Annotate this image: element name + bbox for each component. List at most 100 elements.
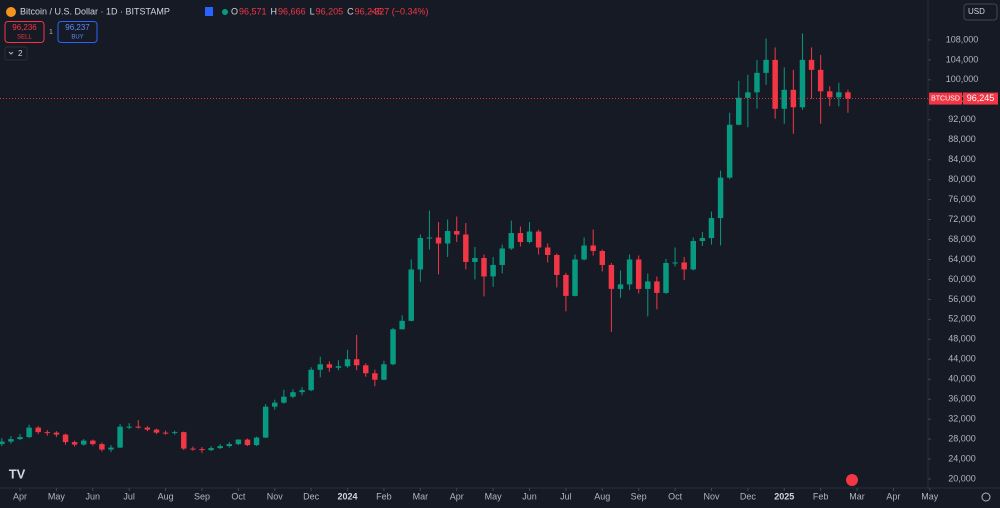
candle-body	[308, 369, 314, 391]
candle-body	[335, 366, 342, 368]
candle-body	[635, 259, 642, 289]
quantity[interactable]: 1	[49, 29, 53, 36]
candle-body	[226, 444, 232, 447]
candle-body	[326, 364, 333, 368]
sell-price: 96,236	[12, 23, 37, 32]
y-tick-label: 36,000	[948, 394, 976, 404]
last-price-label: 96,245	[967, 93, 995, 103]
y-tick-label: 32,000	[948, 414, 976, 424]
candle-body	[417, 238, 424, 270]
y-tick-label: 40,000	[948, 374, 976, 384]
candle-body	[199, 449, 205, 451]
candle-body	[626, 259, 633, 285]
ohlc-key: C	[347, 6, 354, 16]
candle-body	[126, 426, 132, 428]
candle-body	[508, 233, 515, 249]
x-tick-label: Mar	[849, 491, 865, 501]
x-tick-label: 2024	[338, 491, 358, 501]
sell-button[interactable]	[4, 21, 45, 43]
symbol-label: BTCUSD	[931, 95, 960, 102]
candle-body	[62, 434, 69, 443]
x-tick-label: May	[921, 491, 939, 501]
candle-body	[208, 448, 214, 451]
candle-body	[599, 250, 606, 265]
btc-icon	[6, 7, 16, 17]
ohlc-value: 96,245	[355, 6, 383, 16]
candle-body	[372, 373, 378, 380]
candle-body	[544, 247, 551, 255]
candle-body	[272, 402, 278, 407]
ohlc-value: 96,666	[278, 6, 306, 16]
last-price-bg	[963, 92, 998, 105]
ohlc-value: 96,205	[316, 6, 344, 16]
candle-body	[99, 444, 105, 450]
market-status	[222, 9, 228, 15]
candle-body	[490, 264, 496, 277]
candle-body	[463, 234, 469, 262]
chevron-icon	[8, 51, 14, 55]
symbol-label-bg	[929, 92, 962, 105]
candle-body	[35, 427, 41, 433]
candle-body	[535, 231, 542, 248]
candle-body	[781, 89, 787, 109]
candle-body	[162, 432, 169, 434]
candle-body	[672, 262, 678, 264]
event-marker[interactable]	[846, 474, 858, 486]
x-tick-label: Oct	[668, 491, 683, 501]
y-tick-label: 44,000	[948, 354, 976, 364]
candle-body	[53, 432, 60, 435]
candle-body	[71, 442, 78, 445]
y-tick-label: 48,000	[948, 334, 976, 344]
candle-body	[153, 429, 160, 433]
x-tick-label: Nov	[267, 491, 284, 501]
tv-logo[interactable]: TV	[9, 466, 26, 481]
candle-body	[135, 426, 142, 428]
candle-body	[390, 329, 396, 365]
candle-body	[317, 364, 323, 370]
indicators-toggle[interactable]	[4, 46, 28, 61]
candle-body	[190, 448, 196, 450]
candle-body	[699, 238, 706, 242]
symbol-title[interactable]: Bitcoin / U.S. Dollar · 1D · BITSTAMP	[20, 6, 170, 16]
buy-price: 96,237	[65, 23, 90, 32]
ohlc-key: O	[231, 6, 238, 16]
flag-icon[interactable]	[205, 7, 213, 16]
plot-area	[0, 33, 928, 454]
candle-body	[426, 237, 433, 239]
candle-body	[845, 92, 851, 99]
y-tick-label: 72,000	[948, 214, 976, 224]
candle-body	[408, 269, 414, 321]
y-tick-label: 76,000	[948, 194, 976, 204]
candle-body	[472, 257, 478, 262]
candle-body	[262, 406, 269, 438]
y-tick-label: 80,000	[948, 174, 976, 184]
buy-button[interactable]	[57, 21, 98, 43]
candle-body	[381, 364, 387, 380]
candle-body	[244, 439, 251, 446]
y-tick-label: 20,000	[948, 473, 976, 483]
y-tick-label: 52,000	[948, 314, 976, 324]
candle-body	[663, 262, 669, 293]
candle-body	[817, 69, 824, 92]
candle-body	[281, 396, 287, 403]
settings-icon[interactable]	[981, 492, 991, 502]
y-tick-label: 24,000	[948, 453, 976, 463]
y-tick-label: 104,000	[946, 54, 979, 64]
change: −327 (−0.34%)	[369, 6, 429, 16]
candle-body	[717, 177, 724, 219]
candle-body	[608, 264, 615, 289]
candle-body	[117, 426, 123, 448]
candle-body	[181, 432, 187, 449]
x-tick-label: May	[48, 491, 66, 501]
ohlc-legend: O 96,571 H 96,666 L 96,205 C 96,245	[231, 6, 382, 16]
candle-body	[799, 59, 806, 108]
currency-selector[interactable]	[963, 3, 998, 21]
y-tick-label: 100,000	[946, 74, 979, 84]
x-tick-label: Apr	[13, 491, 27, 501]
x-tick-label: Nov	[703, 491, 720, 501]
x-tick-label: Dec	[303, 491, 320, 501]
x-tick-label: Dec	[740, 491, 757, 501]
candle-body	[290, 392, 296, 397]
candle-body	[299, 390, 305, 393]
